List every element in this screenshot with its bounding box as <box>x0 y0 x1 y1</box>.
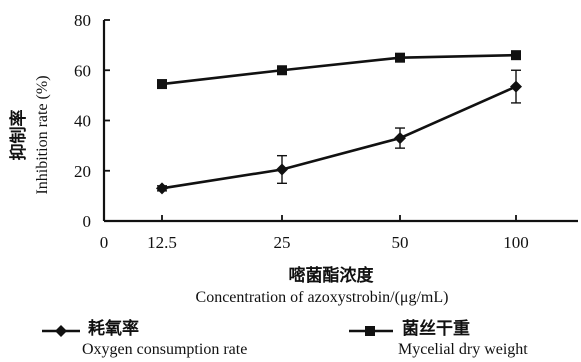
legend-label-oxygen-cn: 耗氧率 <box>88 318 139 339</box>
point-0-2 <box>394 132 406 145</box>
y-tick-label-20: 20 <box>74 162 91 181</box>
y-tick-label-80: 80 <box>74 11 91 30</box>
axes <box>102 20 578 223</box>
series-layer <box>156 50 522 195</box>
point-1-2 <box>395 52 405 63</box>
legend-label-mycelial: Mycelial dry weight <box>398 341 528 358</box>
point-1-0 <box>157 79 167 90</box>
y-tick-label-40: 40 <box>74 112 91 131</box>
point-0-1 <box>276 163 288 176</box>
legend-item-mycelial: 菌丝干重 Mycelial dry weight <box>349 318 528 358</box>
legend-marker-mycelial <box>365 326 375 336</box>
x-tick-label-origin: 0 <box>100 233 109 252</box>
x-axis-label: Concentration of azoxystrobin/(μg/mL) <box>196 289 449 306</box>
point-0-3 <box>510 80 522 93</box>
y-ticks: 0 20 40 60 80 <box>74 11 110 231</box>
x-tick-label-25: 25 <box>274 233 291 252</box>
series-line-1 <box>161 53 517 86</box>
series-line-0 <box>161 85 517 190</box>
y-axis-label-cn: 抑制率 <box>8 110 29 161</box>
series-1 <box>157 50 521 90</box>
series-0 <box>156 69 522 195</box>
y-tick-label-60: 60 <box>74 61 91 80</box>
legend-label-mycelial-cn: 菌丝干重 <box>402 318 470 339</box>
point-1-3 <box>511 50 521 61</box>
y-tick-label-0: 0 <box>83 212 92 231</box>
legend: 耗氧率 Oxygen consumption rate 菌丝干重 Mycelia… <box>42 318 528 358</box>
legend-label-oxygen: Oxygen consumption rate <box>82 341 247 358</box>
x-ticks: 0 12.5 25 50 100 <box>100 215 529 252</box>
x-tick-label-12.5: 12.5 <box>147 233 177 252</box>
point-0-0 <box>156 182 168 195</box>
point-1-1 <box>277 65 287 76</box>
y-axis-label: Inhibition rate (%) <box>34 75 51 194</box>
x-tick-label-100: 100 <box>503 233 529 252</box>
legend-item-oxygen: 耗氧率 Oxygen consumption rate <box>42 318 247 358</box>
x-axis-label-cn: 嘧菌酯浓度 <box>289 265 375 286</box>
legend-marker-oxygen <box>55 325 67 337</box>
x-tick-label-50: 50 <box>392 233 409 252</box>
